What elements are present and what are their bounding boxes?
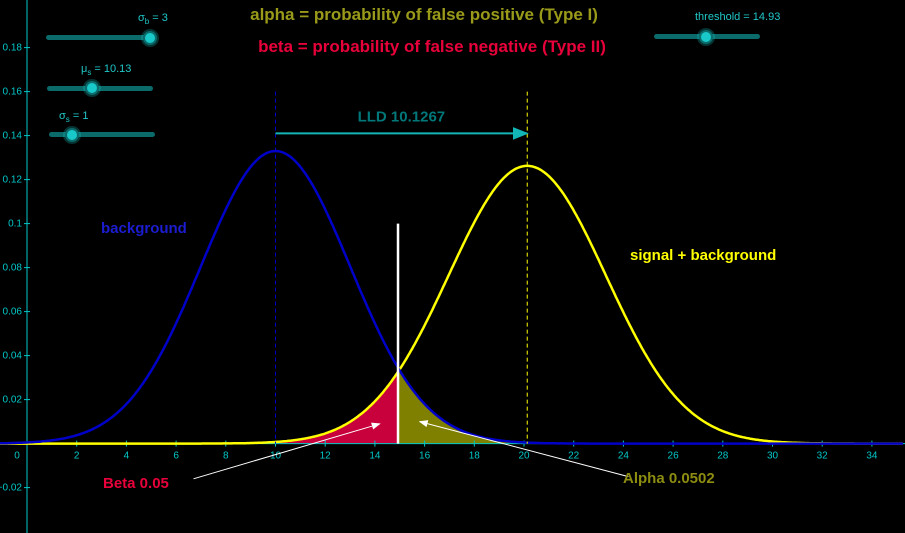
x-tick-label: 2 xyxy=(74,451,80,462)
y-tick-label: 0.14 xyxy=(3,131,23,142)
beta-annotation: Beta 0.05 xyxy=(103,475,169,492)
sigma-s-slider[interactable]: σs = 1 xyxy=(49,110,159,144)
sigma-b-sub: b xyxy=(144,17,150,27)
sigma-b-symbol: σ xyxy=(138,12,145,24)
sigma-s-track[interactable] xyxy=(49,132,155,137)
mu-s-symbol: μ xyxy=(81,63,88,75)
y-tick-label: 0.18 xyxy=(3,43,23,54)
y-tick-label: 0.04 xyxy=(3,351,23,362)
lld-label: LLD 10.1267 xyxy=(358,108,446,125)
x-tick-label: 12 xyxy=(320,451,332,462)
sigma-s-value: = 1 xyxy=(69,110,89,122)
sigma-b-slider[interactable]: σb = 3 xyxy=(46,12,168,46)
sigma-s-sub: s xyxy=(65,115,70,125)
y-tick-label: 0.06 xyxy=(3,307,23,318)
sigma-b-label: σb = 3 xyxy=(138,12,168,26)
y-tick-label: 0.08 xyxy=(3,263,23,274)
x-tick-label: 6 xyxy=(173,451,179,462)
alpha-annotation: Alpha 0.0502 xyxy=(623,470,715,487)
alpha-region xyxy=(398,367,746,444)
sigma-s-symbol: σ xyxy=(59,110,66,122)
threshold-slider[interactable]: threshold = 14.93 xyxy=(653,11,780,45)
signal-label: signal + background xyxy=(630,247,776,264)
mu-s-value: = 10.13 xyxy=(91,63,132,75)
threshold-knob[interactable] xyxy=(699,30,713,44)
mu-s-label: μs = 10.13 xyxy=(81,63,131,77)
x-tick-label: 28 xyxy=(717,451,729,462)
x-tick-label: 30 xyxy=(767,451,779,462)
alpha-arrow xyxy=(418,420,629,478)
x-tick-label: 8 xyxy=(223,451,229,462)
y-tick-label: −0.02 xyxy=(0,483,22,494)
x-tick-label: 14 xyxy=(369,451,381,462)
x-tick-label: 22 xyxy=(568,451,580,462)
mu-s-track[interactable] xyxy=(47,86,153,91)
beta-title: beta = probability of false negative (Ty… xyxy=(258,37,606,56)
x-tick-label: 34 xyxy=(866,451,878,462)
sigma-b-value: = 3 xyxy=(149,12,168,24)
sigma-b-knob[interactable] xyxy=(143,31,157,45)
signal-curve xyxy=(0,164,903,445)
x-tick-label: 32 xyxy=(817,451,829,462)
background-label: background xyxy=(101,220,187,237)
y-tick-label: 0.16 xyxy=(3,87,23,98)
x-tick-label: 24 xyxy=(618,451,630,462)
sigma-b-track[interactable] xyxy=(46,35,152,40)
sigma-s-label: σs = 1 xyxy=(59,110,88,124)
x-tick-label: 20 xyxy=(518,451,530,462)
x-tick-label: 10 xyxy=(270,451,282,462)
x-tick-label: 16 xyxy=(419,451,431,462)
y-tick-label: 0.02 xyxy=(3,395,23,406)
mu-s-sub: s xyxy=(87,68,92,78)
sigma-s-knob[interactable] xyxy=(65,128,79,142)
background-curve xyxy=(0,149,903,445)
y-tick-label: 0.12 xyxy=(3,175,23,186)
beta-region xyxy=(99,371,399,444)
beta-arrow xyxy=(193,422,381,480)
x-tick-label: 4 xyxy=(124,451,130,462)
alpha-title: alpha = probability of false positive (T… xyxy=(250,5,598,24)
x-tick-label: 0 xyxy=(14,451,20,462)
threshold-label: threshold = 14.93 xyxy=(695,11,781,23)
x-tick-label: 18 xyxy=(469,451,481,462)
y-tick-label: 0.1 xyxy=(8,219,22,230)
mu-s-slider[interactable]: μs = 10.13 xyxy=(47,63,157,97)
x-tick-label: 26 xyxy=(668,451,680,462)
mu-s-knob[interactable] xyxy=(85,81,99,95)
